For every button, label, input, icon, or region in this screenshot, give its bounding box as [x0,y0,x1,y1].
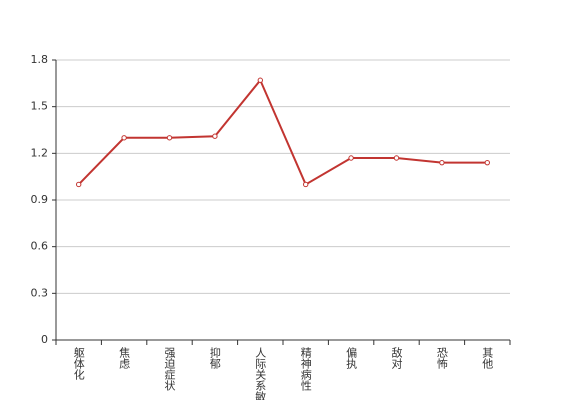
point [348,155,354,161]
x-tick-label: 精神病性 [299,347,312,392]
point [166,135,173,141]
y-tick-label: 1.5 [31,100,49,113]
point [257,77,263,83]
point [121,135,127,141]
y-tick-label: 0.6 [31,240,49,253]
x-tick-label: 躯体化 [72,347,85,381]
point [439,159,445,166]
point [484,159,490,166]
x-tick-label: 焦虑 [118,347,131,369]
x-tick-label: 其他 [481,347,494,369]
x-tick-label: 偏执 [345,346,358,370]
point [303,181,309,188]
point [212,133,218,139]
y-tick-label: 1.2 [31,146,49,159]
y-tick-label: 1.8 [31,53,49,66]
x-tick-label: 抑郁 [208,346,221,369]
series-line [77,78,488,186]
point [76,181,82,188]
y-tick-label: 0 [41,333,48,346]
y-tick-label: 0.3 [31,286,49,299]
point [393,155,400,161]
x-tick-label: 恐怖 [435,347,448,369]
y-tick-label: 0.9 [31,193,49,206]
x-tick-label: 强迫症状 [163,347,176,391]
x-tick-label: 人际关系敏感 [254,347,267,400]
x-tick-label: 敌对 [390,346,403,369]
